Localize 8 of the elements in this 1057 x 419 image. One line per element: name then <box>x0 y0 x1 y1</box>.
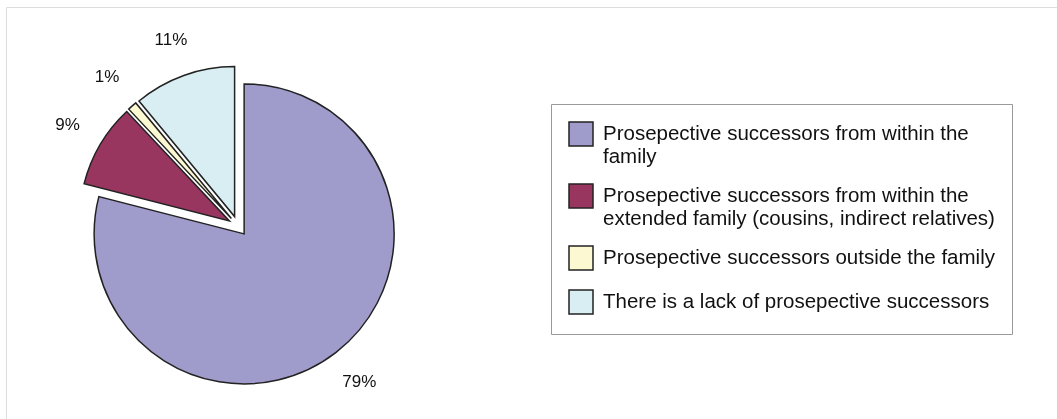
data-label: 11% <box>154 29 188 49</box>
legend-label: Prosepective successors from within the extended family (cousins, indirect relatives) <box>603 183 995 229</box>
data-label: 9% <box>55 115 80 135</box>
legend-label: Prosepective successors from within the family <box>603 121 969 167</box>
legend-label: Prosepective successors outside the family <box>603 245 996 268</box>
data-label: 1% <box>94 67 120 87</box>
data-label: 79% <box>342 372 377 392</box>
legend-label: There is a lack of prosepective successors <box>603 289 990 312</box>
